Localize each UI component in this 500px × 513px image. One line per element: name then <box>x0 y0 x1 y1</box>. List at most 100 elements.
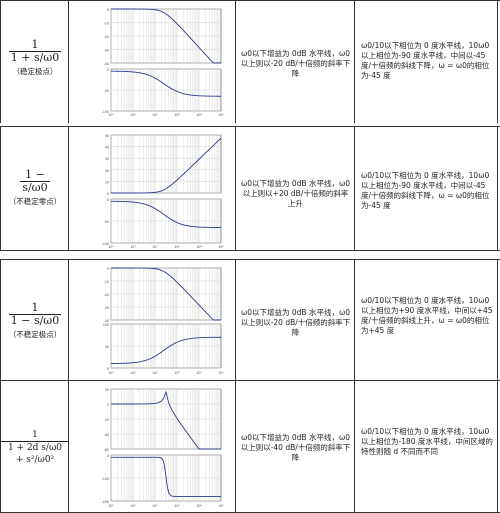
phase-description: ω0/10以下相位为 0 度水平线，10ω0以上相位为-90 度水平线，中间以-… <box>361 171 490 210</box>
phase-description: ω0/10以下相位为 0 度水平线，10ω0以上相位为+90 度水平线，中间以+… <box>361 296 493 335</box>
phase-panel: 0 -50 -100 <box>102 68 222 114</box>
tf-note: （不稳定零点） <box>8 197 62 206</box>
tick-label: 0 <box>107 454 109 458</box>
x-tick-label: 10³ <box>174 113 180 117</box>
tick-label: 30 <box>105 157 109 161</box>
tick-label: 0 <box>107 68 109 72</box>
phase-description-cell: ω0/10以下相位为 0 度水平线，10ω0以上相位为-180 度水平线，中间区… <box>354 381 498 512</box>
tick-label: -40 <box>104 433 109 437</box>
x-tick-label: 10⁴ <box>196 371 202 375</box>
magnitude-description: ω0以下增益为 0dB 水平线，ω0以上则以-20 dB/十倍频的斜率下降 <box>240 308 351 337</box>
x-tick-label: 10⁴ <box>196 504 202 508</box>
tick-label: 20 <box>105 169 109 173</box>
x-tick-label: 10³ <box>174 245 180 249</box>
bode-plot-cell: 0 -10 -20 -30 -40 100 50 0 10⁰ 10¹ 10² 10³ 10⁴ 10⁵ <box>68 260 235 380</box>
plot-frame <box>110 134 222 194</box>
tf-numerator: 1 − <box>20 169 50 182</box>
tick-label: -20 <box>104 293 109 297</box>
x-tick-label: 10⁵ <box>218 371 224 375</box>
x-tick-label: 10² <box>152 113 158 117</box>
tf-denominator: 1 − s/ω0 <box>10 314 60 327</box>
phase-panel: 100 50 0 <box>103 323 222 371</box>
magnitude-description: ω0以下增益为 0dB 水平线，ω0以上则以+20 dB/十倍频的斜率上升 <box>240 179 351 208</box>
tick-label: 100 <box>103 323 109 327</box>
table-row: 1 − s/ω0 （不稳定零点） 50 40 30 20 10 0 0 -50 -100 10⁰ 10… <box>0 126 500 251</box>
x-tick-label: 10⁵ <box>218 504 224 508</box>
x-tick-label: 10⁰ <box>108 504 114 508</box>
phase-description-cell: ω0/10以下相位为 0 度水平线，10ω0以上相位为+90 度水平线，中间以+… <box>354 260 498 380</box>
tf-denominator: 1 + 2d s/ω0 + s²/ω0² <box>7 443 63 465</box>
magnitude-description-cell: ω0以下增益为 0dB 水平线，ω0以上则以+20 dB/十倍频的斜率上升 <box>235 127 354 251</box>
tick-label: -200 <box>102 500 109 504</box>
tick-label: -20 <box>104 35 109 39</box>
transfer-function-cell: 1 − s/ω0 （不稳定零点） <box>0 127 68 251</box>
tf-note: （不稳定极点） <box>8 330 62 339</box>
x-tick-label: 10⁴ <box>196 113 202 117</box>
x-tick-label: 10⁰ <box>108 113 114 117</box>
tick-label: -40 <box>104 319 109 323</box>
x-tick-label: 10¹ <box>130 245 136 249</box>
transfer-function: 1 − s/ω0 （不稳定零点） <box>1 169 69 207</box>
response-curve <box>110 336 222 364</box>
x-tick-label: 10² <box>152 371 158 375</box>
tf-numerator: 1 <box>8 302 62 315</box>
bode-plot-cell: 0 -10 -20 -30 -40 0 -50 -100 10⁰ 10¹ 10² 10³ 10⁴ 10⁵ <box>68 1 235 123</box>
tick-label: -10 <box>104 280 109 284</box>
x-tick-label: 10³ <box>174 371 180 375</box>
tick-label: 0 <box>107 403 109 407</box>
phase-description-cell: ω0/10以下相位为 0 度水平线，10ω0以上相位为-90 度水平线，中间以-… <box>354 1 498 123</box>
tick-label: -50 <box>104 220 109 224</box>
tick-label: 0 <box>107 192 109 196</box>
tick-label: -30 <box>104 306 109 310</box>
tick-label: -60 <box>104 448 109 452</box>
tf-numerator: 1 <box>8 39 62 52</box>
tf-denominator: s/ω0 <box>22 181 48 194</box>
magnitude-description-cell: ω0以下增益为 0dB 水平线，ω0以上则以-40 dB/十倍频的斜率下降 <box>235 381 354 512</box>
magnitude-description-cell: ω0以下增益为 0dB 水平线，ω0以上则以-20 dB/十倍频的斜率下降 <box>235 1 354 123</box>
x-tick-label: 10¹ <box>130 113 136 117</box>
tick-label: 10 <box>105 180 109 184</box>
tf-numerator: 1 <box>1 429 69 442</box>
tick-label: 20 <box>105 388 109 392</box>
phase-description: ω0/10以下相位为 0 度水平线，10ω0以上相位为-90 度水平线，中间以-… <box>361 41 490 80</box>
tick-label: -40 <box>104 62 109 66</box>
tick-label: 0 <box>107 367 109 371</box>
tick-label: 40 <box>105 146 109 150</box>
magnitude-panel: 50 40 30 20 10 0 <box>105 134 222 196</box>
x-tick-label: 10³ <box>174 504 180 508</box>
tick-label: -50 <box>104 89 109 93</box>
tick-label: -20 <box>104 418 109 422</box>
magnitude-description: ω0以下增益为 0dB 水平线，ω0以上则以-20 dB/十倍频的斜率下降 <box>240 49 351 78</box>
magnitude-panel: 0 -10 -20 -30 -40 <box>104 8 222 66</box>
tick-label: -30 <box>104 49 109 53</box>
response-curve <box>111 456 221 497</box>
tick-label: -100 <box>102 242 109 246</box>
tick-label: 0 <box>107 8 109 12</box>
x-tick-label: 10⁵ <box>218 245 224 249</box>
magnitude-panel: 20 0 -20 -40 -60 <box>104 388 222 452</box>
tick-label: -100 <box>102 110 109 114</box>
tick-label: -10 <box>104 22 109 26</box>
phase-panel: 0 -100 -200 <box>102 454 222 504</box>
magnitude-description: ω0以下增益为 0dB 水平线，ω0以上则以-40 dB/十倍频的斜率下降 <box>240 433 351 462</box>
response-curve <box>111 8 221 64</box>
magnitude-panel: 0 -10 -20 -30 -40 <box>104 267 222 323</box>
x-tick-label: 10¹ <box>130 504 136 508</box>
x-tick-label: 10⁵ <box>218 113 224 117</box>
x-tick-label: 10¹ <box>130 371 136 375</box>
tf-denominator: 1 + s/ω0 <box>10 51 60 64</box>
phase-description: ω0/10以下相位为 0 度水平线，10ω0以上相位为-180 度水平线，中间区… <box>361 427 493 456</box>
x-tick-label: 10⁰ <box>108 245 114 249</box>
phase-description-cell: ω0/10以下相位为 0 度水平线，10ω0以上相位为-90 度水平线，中间以-… <box>354 127 498 251</box>
phase-panel: 0 -50 -100 <box>102 198 222 246</box>
